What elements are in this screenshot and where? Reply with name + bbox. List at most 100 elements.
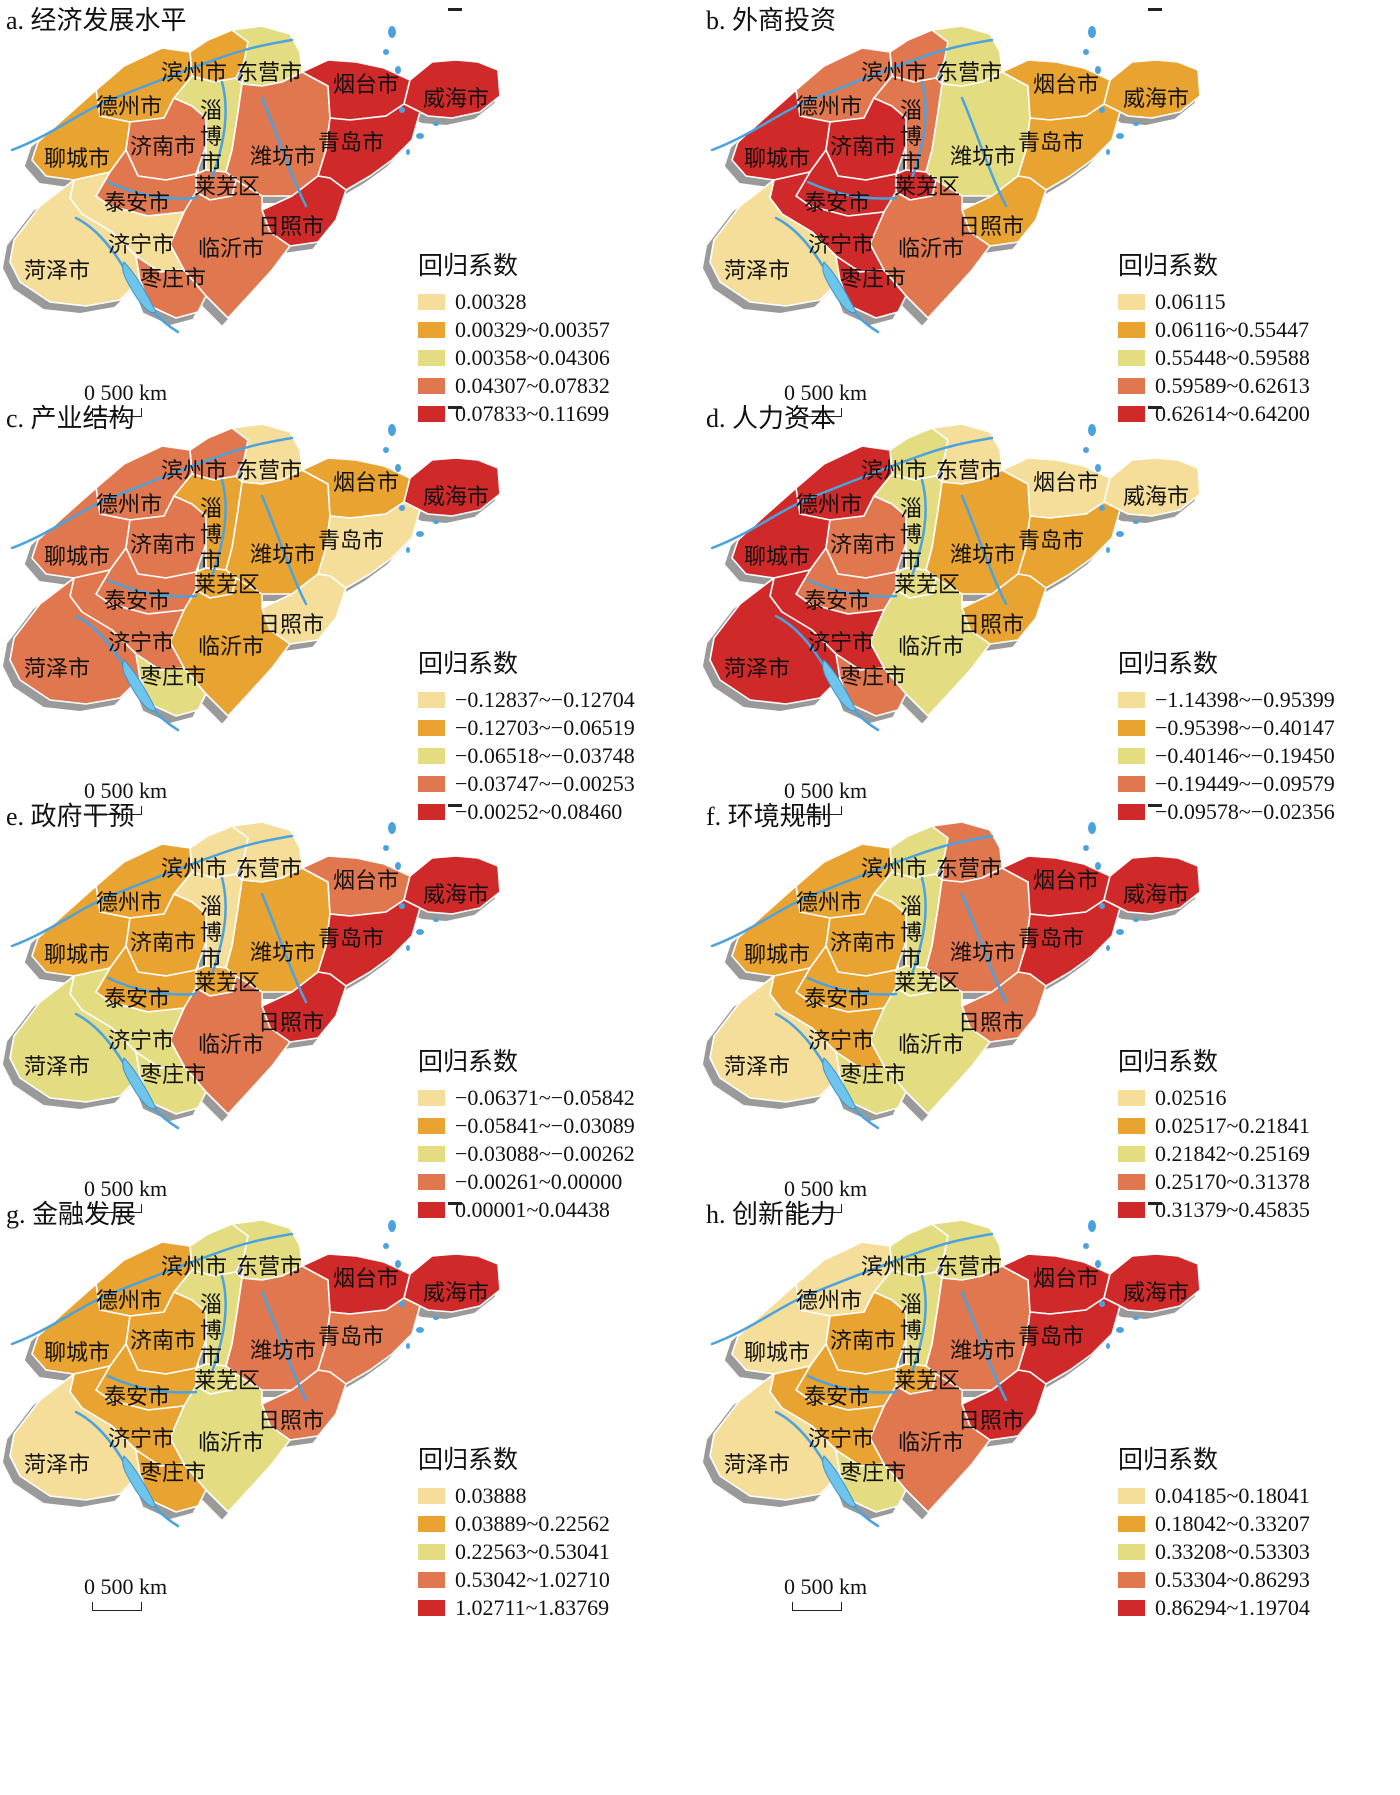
legend-label: 0.00328	[455, 289, 527, 314]
river	[10, 38, 294, 152]
legend-swatch	[1118, 1572, 1145, 1588]
city-label-laiwu: 莱芜区	[894, 174, 960, 199]
island	[433, 122, 439, 126]
city-label-rizhao: 日照市	[958, 214, 1024, 239]
city-label-binzhou: 滨州市	[861, 1254, 927, 1279]
legend: 回归系数 0.03888 0.03889~0.22562 0.22563~0.5304…	[418, 1440, 610, 1622]
scale-bar-line	[92, 1204, 142, 1213]
city-label-yantai: 烟台市	[333, 1266, 399, 1291]
city-label-liaocheng: 聊城市	[44, 942, 110, 967]
legend-label: 0.53042~1.02710	[455, 1567, 610, 1592]
city-label-zibo: 市	[200, 548, 222, 573]
scale-bar: 0 500 km	[784, 380, 867, 417]
city-label-linyi: 临沂市	[898, 1032, 964, 1057]
island	[1106, 547, 1110, 553]
legend-label: −0.06371~−0.05842	[455, 1085, 635, 1110]
scale-bar-line	[92, 806, 142, 815]
river	[106, 180, 198, 200]
scale-bar: 0 500 km	[784, 778, 867, 815]
legend-swatch	[418, 720, 445, 736]
island	[395, 1260, 401, 1268]
legend-label: 0.00329~0.00357	[455, 317, 610, 342]
city-label-weifang: 潍坊市	[250, 542, 316, 567]
city-label-zaozhuang: 枣庄市	[140, 1062, 206, 1087]
scale-bar-line	[92, 1602, 142, 1611]
city-label-linyi: 临沂市	[898, 1430, 964, 1455]
legend-label: −0.95398~−0.40147	[1155, 715, 1335, 740]
city-label-yantai: 烟台市	[1033, 470, 1099, 495]
city-label-weihai: 威海市	[1123, 484, 1189, 509]
legend-label: −0.09578~−0.02356	[1155, 799, 1335, 824]
legend-label: 0.62614~0.64200	[1155, 401, 1310, 426]
legend-item: 0.86294~1.19704	[1118, 1594, 1310, 1622]
island	[433, 520, 439, 524]
lake	[122, 659, 157, 712]
city-label-laiwu: 莱芜区	[894, 1368, 960, 1393]
legend-swatch	[418, 804, 445, 820]
legend: 回归系数 0.06115 0.06116~0.55447 0.55448~0.5958…	[1118, 246, 1310, 428]
legend-swatch	[1118, 692, 1145, 708]
city-label-zaozhuang: 枣庄市	[840, 266, 906, 291]
city-label-qingdao: 青岛市	[318, 528, 384, 553]
city-label-liaocheng: 聊城市	[744, 1340, 810, 1365]
city-label-yantai: 烟台市	[1033, 868, 1099, 893]
river	[960, 892, 1008, 1004]
legend-swatch	[418, 1090, 445, 1106]
legend: 回归系数 0.04185~0.18041 0.18042~0.33207 0.3320…	[1118, 1440, 1310, 1622]
scale-bar: 0 500 km	[784, 1574, 867, 1611]
river	[106, 578, 198, 598]
island	[388, 1220, 396, 1232]
city-label-qingdao: 青岛市	[318, 130, 384, 155]
legend-swatch	[418, 776, 445, 792]
legend-item: 0.00358~0.04306	[418, 344, 610, 372]
city-label-taian: 泰安市	[804, 1384, 870, 1409]
north-arrow-icon	[1148, 1202, 1162, 1205]
island	[1088, 822, 1096, 834]
city-label-dongying: 东营市	[936, 60, 1002, 85]
river	[806, 1374, 898, 1394]
legend-label: 0.07833~0.11699	[455, 401, 610, 426]
legend-item: −0.06518~−0.03748	[418, 742, 635, 770]
city-label-linyi: 临沂市	[198, 634, 264, 659]
legend-item: 0.03888	[418, 1482, 610, 1510]
city-label-zibo: 博	[900, 522, 922, 547]
river	[210, 80, 227, 180]
city-label-zaozhuang: 枣庄市	[840, 1460, 906, 1485]
city-label-taian: 泰安市	[804, 190, 870, 215]
island	[383, 1243, 389, 1249]
city-label-qingdao: 青岛市	[1018, 528, 1084, 553]
legend-swatch	[1118, 1488, 1145, 1504]
legend-swatch	[1118, 350, 1145, 366]
island	[399, 107, 405, 113]
city-label-dezhou: 德州市	[796, 94, 862, 119]
legend-swatch	[418, 294, 445, 310]
legend-label: 0.25170~0.31378	[1155, 1169, 1310, 1194]
city-label-rizhao: 日照市	[258, 612, 324, 637]
legend-swatch	[1118, 1174, 1145, 1190]
city-label-dongying: 东营市	[236, 458, 302, 483]
legend-label: 0.00358~0.04306	[455, 345, 610, 370]
legend-item: 0.25170~0.31378	[1118, 1168, 1310, 1196]
legend-title: 回归系数	[418, 1049, 519, 1076]
legend-label: 0.04307~0.07832	[455, 373, 610, 398]
legend-item: −0.19449~−0.09579	[1118, 770, 1335, 798]
north-arrow-icon	[448, 1202, 462, 1205]
legend: 回归系数 −0.06371~−0.05842 −0.05841~−0.03089 −0…	[418, 1042, 635, 1224]
legend-label: 0.06116~0.55447	[1155, 317, 1310, 342]
scale-bar-line	[792, 408, 842, 417]
city-label-heze: 菏泽市	[724, 656, 790, 681]
legend: 回归系数 0.02516 0.02517~0.21841 0.21842~0.2516…	[1118, 1042, 1310, 1224]
city-label-linyi: 临沂市	[898, 634, 964, 659]
legend-swatch	[418, 692, 445, 708]
city-label-binzhou: 滨州市	[161, 60, 227, 85]
north-arrow-icon	[448, 804, 462, 807]
legend-swatch	[1118, 1600, 1145, 1616]
city-label-qingdao: 青岛市	[318, 926, 384, 951]
legend-label: 0.22563~0.53041	[455, 1539, 610, 1564]
legend-label: −0.06518~−0.03748	[455, 743, 635, 768]
scale-bar-line	[92, 408, 142, 417]
legend-item: 0.59589~0.62613	[1118, 372, 1310, 400]
legend-swatch	[1118, 776, 1145, 792]
island	[395, 66, 401, 74]
